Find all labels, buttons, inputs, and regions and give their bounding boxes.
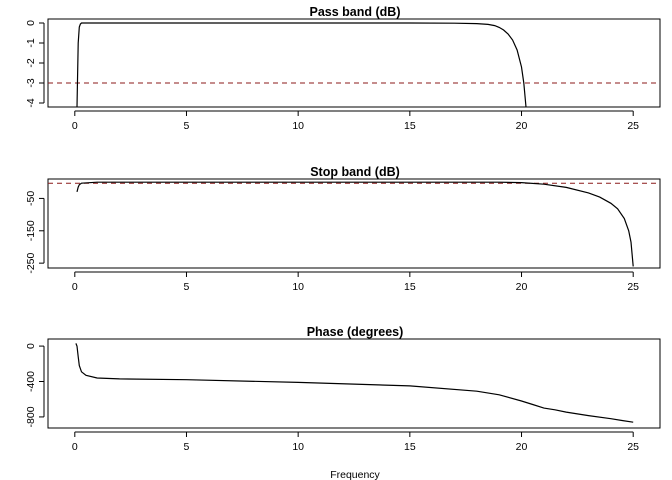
- x-tick-label: 25: [627, 281, 639, 293]
- y-tick-label: -4: [25, 98, 37, 107]
- x-tick-label: 10: [292, 281, 304, 293]
- y-tick-label: -150: [25, 220, 37, 241]
- panel-title: Pass band (dB): [310, 5, 401, 19]
- x-tick-label: 10: [292, 441, 304, 453]
- x-tick-label: 25: [627, 120, 639, 132]
- y-tick-label: -1: [25, 38, 37, 47]
- series-line: [75, 343, 634, 423]
- x-tick-label: 15: [404, 281, 416, 293]
- y-axis: 0 -1 -2 -3 -4: [25, 20, 45, 108]
- x-axis-label: Frequency: [330, 469, 380, 480]
- x-tick-label: 5: [184, 120, 190, 132]
- series-line: [76, 22, 527, 108]
- y-tick-label: -400: [25, 371, 37, 392]
- y-tick-label: 0: [25, 20, 37, 26]
- pass-band-panel: Pass band (dB) 0 5 10 15 20 25 0 -1 -2 -3 -4: [25, 5, 661, 132]
- series-line: [76, 181, 634, 267]
- x-tick-label: 20: [516, 120, 528, 132]
- x-tick-label: 5: [184, 281, 190, 293]
- y-tick-label: -250: [25, 252, 37, 273]
- plot-frame: [47, 338, 661, 429]
- panel-title: Stop band (dB): [310, 165, 400, 179]
- y-tick-label: -2: [25, 58, 37, 67]
- y-tick-label: -800: [25, 406, 37, 427]
- stop-band-panel: Stop band (dB) 0 5 10 15 20 25 -50 -150 -250: [25, 165, 661, 293]
- phase-panel: Phase (degrees) 0 5 10 15 20 25 0 -400 -800: [25, 325, 661, 453]
- plot-frame: [47, 18, 661, 108]
- y-tick-label: -50: [25, 191, 37, 206]
- y-tick-label: 0: [25, 343, 37, 349]
- y-tick-label: -3: [25, 78, 37, 87]
- y-axis: -50 -150 -250: [25, 191, 45, 274]
- x-tick-label: 0: [72, 281, 78, 293]
- x-tick-label: 10: [292, 120, 304, 132]
- x-axis: 0 5 10 15 20 25: [72, 271, 639, 293]
- y-axis: 0 -400 -800: [25, 343, 45, 427]
- x-tick-label: 0: [72, 441, 78, 453]
- panel-title: Phase (degrees): [307, 325, 404, 339]
- x-tick-label: 20: [516, 441, 528, 453]
- x-tick-label: 5: [184, 441, 190, 453]
- plot-frame: [47, 178, 661, 269]
- x-tick-label: 25: [627, 441, 639, 453]
- x-tick-label: 15: [404, 120, 416, 132]
- x-tick-label: 20: [516, 281, 528, 293]
- x-axis: 0 5 10 15 20 25: [72, 110, 639, 132]
- x-axis: 0 5 10 15 20 25: [72, 431, 639, 453]
- x-tick-label: 0: [72, 120, 78, 132]
- x-tick-label: 15: [404, 441, 416, 453]
